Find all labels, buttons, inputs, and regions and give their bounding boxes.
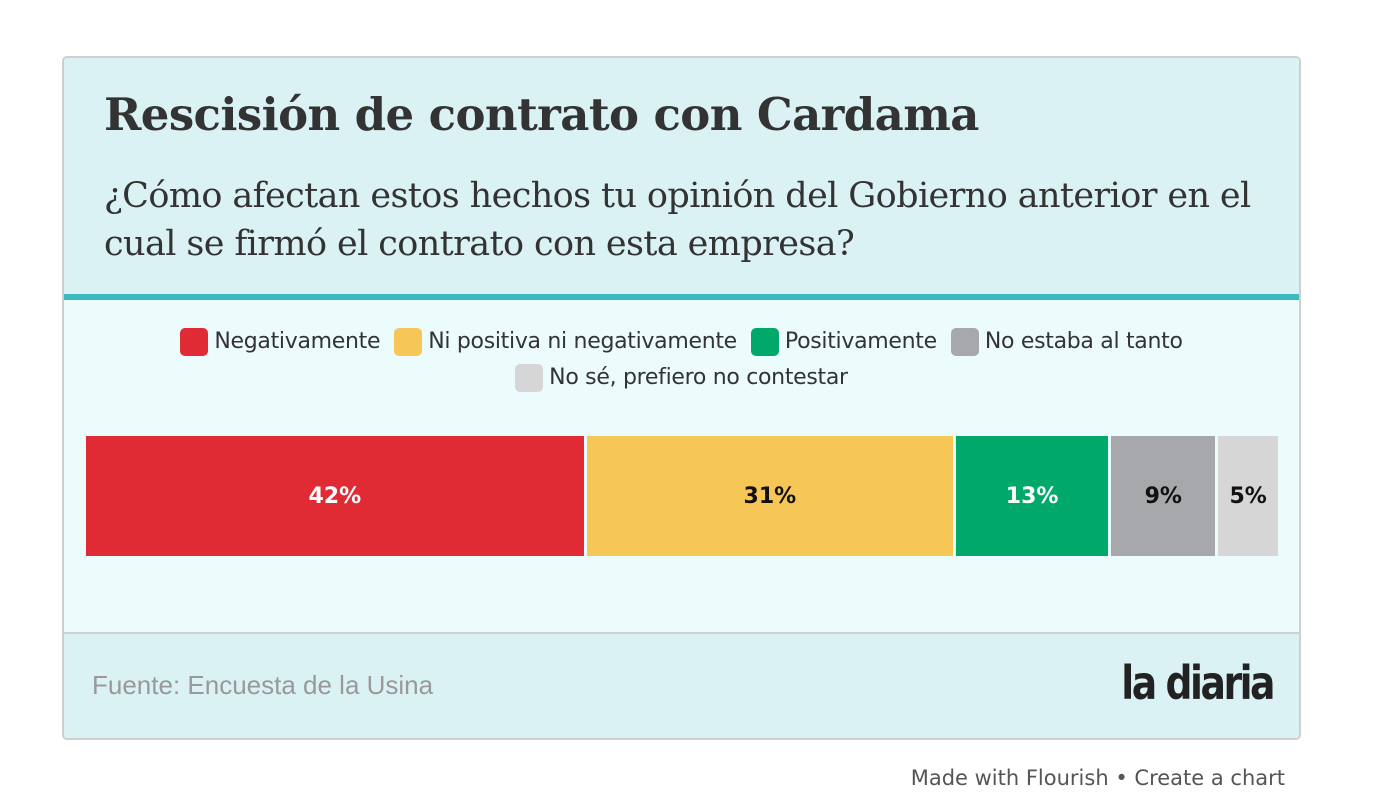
- legend-item[interactable]: No sé, prefiero no contestar: [515, 360, 848, 396]
- legend-label: No estaba al tanto: [984, 329, 1183, 354]
- la-diaria-logo[interactable]: la diaria: [1121, 656, 1275, 710]
- bar-value-label: 9%: [1144, 483, 1182, 509]
- legend-swatch: [394, 328, 423, 356]
- bar-value-label: 13%: [1005, 483, 1059, 509]
- legend-item[interactable]: Positivamente: [750, 324, 937, 360]
- chart-header: Rescisión de contrato con Cardama ¿Cómo …: [64, 58, 1299, 296]
- legend-row: Negativamente Ni positiva ni negativament…: [64, 324, 1299, 360]
- legend-label: Negativamente: [214, 329, 381, 354]
- legend-swatch: [950, 328, 979, 356]
- bar-segment[interactable]: 13%: [956, 436, 1109, 556]
- legend-item[interactable]: No estaba al tanto: [950, 324, 1183, 360]
- create-chart-link[interactable]: Create a chart: [1134, 766, 1285, 790]
- legend-swatch: [515, 364, 544, 392]
- chart-footer: Fuente: Encuesta de la Usina la diaria: [64, 632, 1299, 738]
- header-divider: [64, 294, 1299, 300]
- source-note: Fuente: Encuesta de la Usina: [92, 670, 434, 700]
- legend-item[interactable]: Ni positiva ni negativamente: [394, 324, 737, 360]
- chart-legend: Negativamente Ni positiva ni negativament…: [64, 324, 1299, 396]
- bar-value-label: 5%: [1229, 483, 1267, 509]
- legend-swatch: [180, 328, 209, 356]
- bar-segment[interactable]: 42%: [86, 436, 584, 556]
- chart-subtitle: ¿Cómo afectan estos hechos tu opinión de…: [104, 176, 1251, 264]
- bar-segment[interactable]: 31%: [586, 436, 954, 556]
- legend-item[interactable]: Negativamente: [180, 324, 381, 360]
- bar-value-label: 31%: [743, 483, 797, 509]
- chart-title: Rescisión de contrato con Cardama: [104, 88, 979, 141]
- flourish-credit: Made with Flourish • Create a chart: [911, 766, 1285, 790]
- legend-label: No sé, prefiero no contestar: [549, 365, 848, 390]
- legend-row: No sé, prefiero no contestar: [64, 360, 1299, 396]
- chart-card: Rescisión de contrato con Cardama ¿Cómo …: [62, 56, 1301, 740]
- legend-label: Positivamente: [784, 329, 937, 354]
- legend-label: Ni positiva ni negativamente: [428, 329, 737, 354]
- made-with-flourish-link[interactable]: Made with Flourish: [910, 766, 1109, 790]
- legend-swatch: [750, 328, 779, 356]
- bar-segment[interactable]: 9%: [1111, 436, 1216, 556]
- credit-separator: •: [1115, 766, 1128, 790]
- stacked-bar: 42% 31% 13% 9% 5%: [86, 436, 1278, 556]
- bar-value-label: 42%: [308, 483, 362, 509]
- bar-segment[interactable]: 5%: [1218, 436, 1278, 556]
